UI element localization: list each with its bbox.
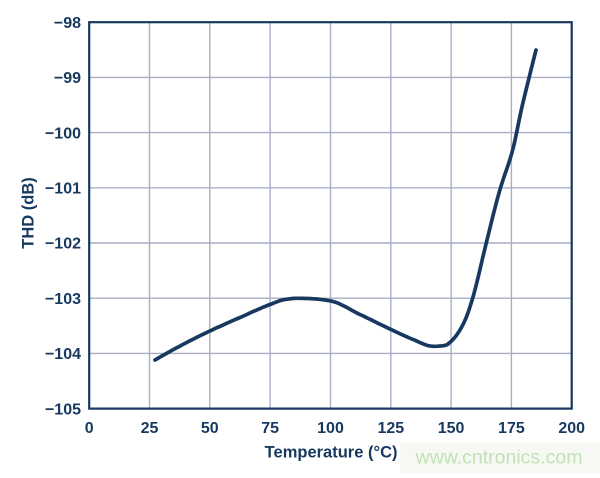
svg-text:0: 0 xyxy=(85,420,94,437)
svg-text:−104: −104 xyxy=(45,346,81,363)
svg-text:200: 200 xyxy=(558,420,585,437)
svg-text:Temperature (°C): Temperature (°C) xyxy=(265,443,398,461)
svg-text:50: 50 xyxy=(201,420,219,437)
svg-text:175: 175 xyxy=(498,420,525,437)
svg-text:−103: −103 xyxy=(45,291,81,308)
svg-text:−105: −105 xyxy=(45,401,81,418)
svg-text:THD (dB): THD (dB) xyxy=(19,177,37,248)
svg-text:125: 125 xyxy=(377,420,404,437)
svg-text:−102: −102 xyxy=(45,236,81,253)
svg-text:−100: −100 xyxy=(45,125,81,142)
svg-text:−99: −99 xyxy=(54,70,81,87)
svg-text:−101: −101 xyxy=(45,181,81,198)
svg-text:www.cntronics.com: www.cntronics.com xyxy=(415,447,583,469)
svg-text:100: 100 xyxy=(317,420,344,437)
svg-text:−98: −98 xyxy=(54,15,81,32)
svg-text:25: 25 xyxy=(141,420,159,437)
svg-text:150: 150 xyxy=(438,420,465,437)
svg-text:75: 75 xyxy=(261,420,279,437)
